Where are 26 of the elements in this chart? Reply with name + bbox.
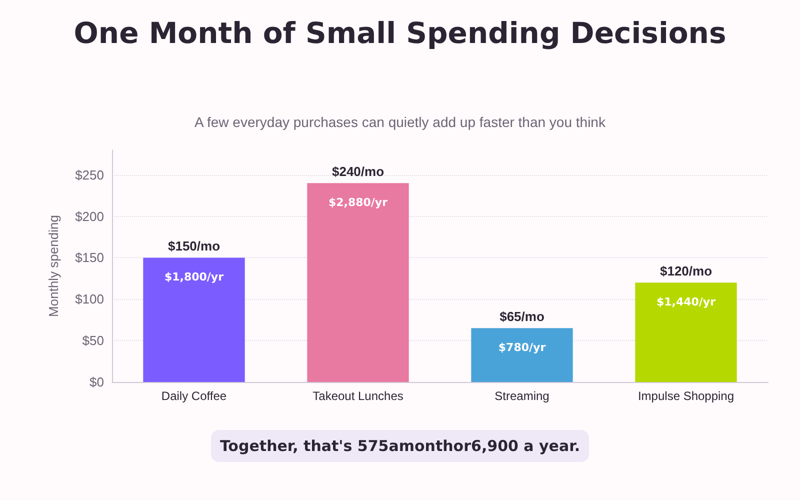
- y-axis-title: Monthly spending: [46, 215, 61, 317]
- data-label: $150/mo: [168, 238, 220, 254]
- data-label: $120/mo: [660, 264, 712, 279]
- bar: [307, 183, 409, 382]
- y-tick-label: $0: [90, 374, 104, 390]
- chart-title: One Month of Small Spending Decisions: [72, 16, 728, 50]
- y-tick-label: $250: [75, 167, 104, 182]
- bar: [143, 258, 245, 382]
- y-tick-label: $200: [75, 208, 104, 224]
- annotation: $780/yr: [498, 341, 546, 354]
- x-tick-label: Takeout Lunches: [312, 389, 404, 403]
- y-tick-label: $150: [75, 250, 104, 266]
- data-label: $240/mo: [332, 164, 384, 180]
- annotation: $2,880/yr: [328, 196, 388, 210]
- data-label: $65/mo: [500, 309, 544, 324]
- annotation: $1,800/yr: [164, 270, 224, 284]
- annotation: $1,440/yr: [656, 296, 716, 309]
- text: Together, that's 575amonthor6,900 a year.: [210, 430, 590, 462]
- bar: [635, 282, 737, 382]
- x-tick-label: Impulse Shopping: [638, 389, 734, 403]
- x-tick-label: Daily Coffee: [161, 389, 227, 403]
- chart-subtitle: A few everyday purchases can quietly add up faster than you think: [194, 114, 606, 130]
- y-tick-label: $50: [82, 333, 104, 348]
- y-tick-label: $100: [75, 292, 104, 307]
- bar: [471, 328, 573, 382]
- x-tick-label: Streaming: [494, 389, 550, 403]
